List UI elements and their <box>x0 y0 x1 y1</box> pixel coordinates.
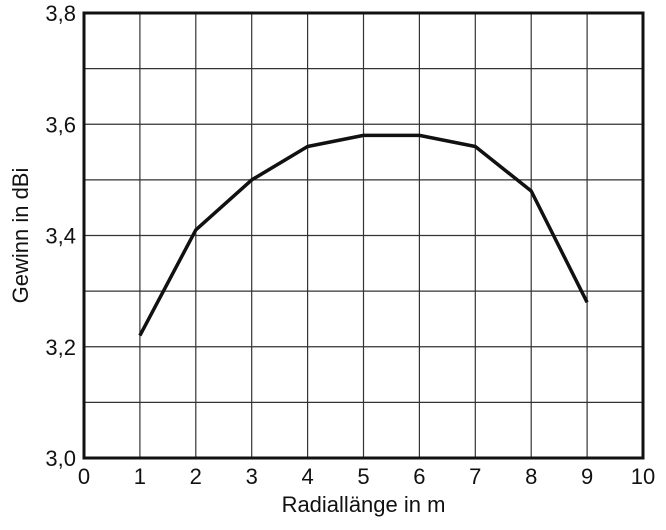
series-layer <box>138 133 589 337</box>
y-tick-label: 3,4 <box>45 224 76 249</box>
y-tick-label: 3,2 <box>45 335 76 360</box>
x-tick-label: 1 <box>134 464 146 489</box>
x-tick-label: 0 <box>78 464 90 489</box>
x-tick-label: 8 <box>525 464 537 489</box>
series-line <box>138 133 589 337</box>
x-tick-label: 6 <box>413 464 425 489</box>
x-tick-label: 10 <box>631 464 655 489</box>
x-tick-label: 5 <box>357 464 369 489</box>
y-tick-label: 3,6 <box>45 112 76 137</box>
y-tick-label: 3,0 <box>45 446 76 471</box>
x-axis-title: Radiallänge in m <box>282 492 446 517</box>
x-tick-label: 3 <box>246 464 258 489</box>
y-tick-labels: 3,0 3,2 3,4 3,6 3,8 <box>45 1 76 471</box>
grid-lines <box>84 13 643 458</box>
y-tick-label: 3,8 <box>45 1 76 26</box>
x-tick-label: 9 <box>581 464 593 489</box>
x-tick-label: 4 <box>301 464 313 489</box>
x-tick-label: 7 <box>469 464 481 489</box>
plot-frame <box>82 11 645 460</box>
x-tick-label: 2 <box>190 464 202 489</box>
y-axis-title: Gewinn in dBi <box>8 168 33 304</box>
x-tick-labels: 0 1 2 3 4 5 6 7 8 9 10 <box>78 464 655 489</box>
